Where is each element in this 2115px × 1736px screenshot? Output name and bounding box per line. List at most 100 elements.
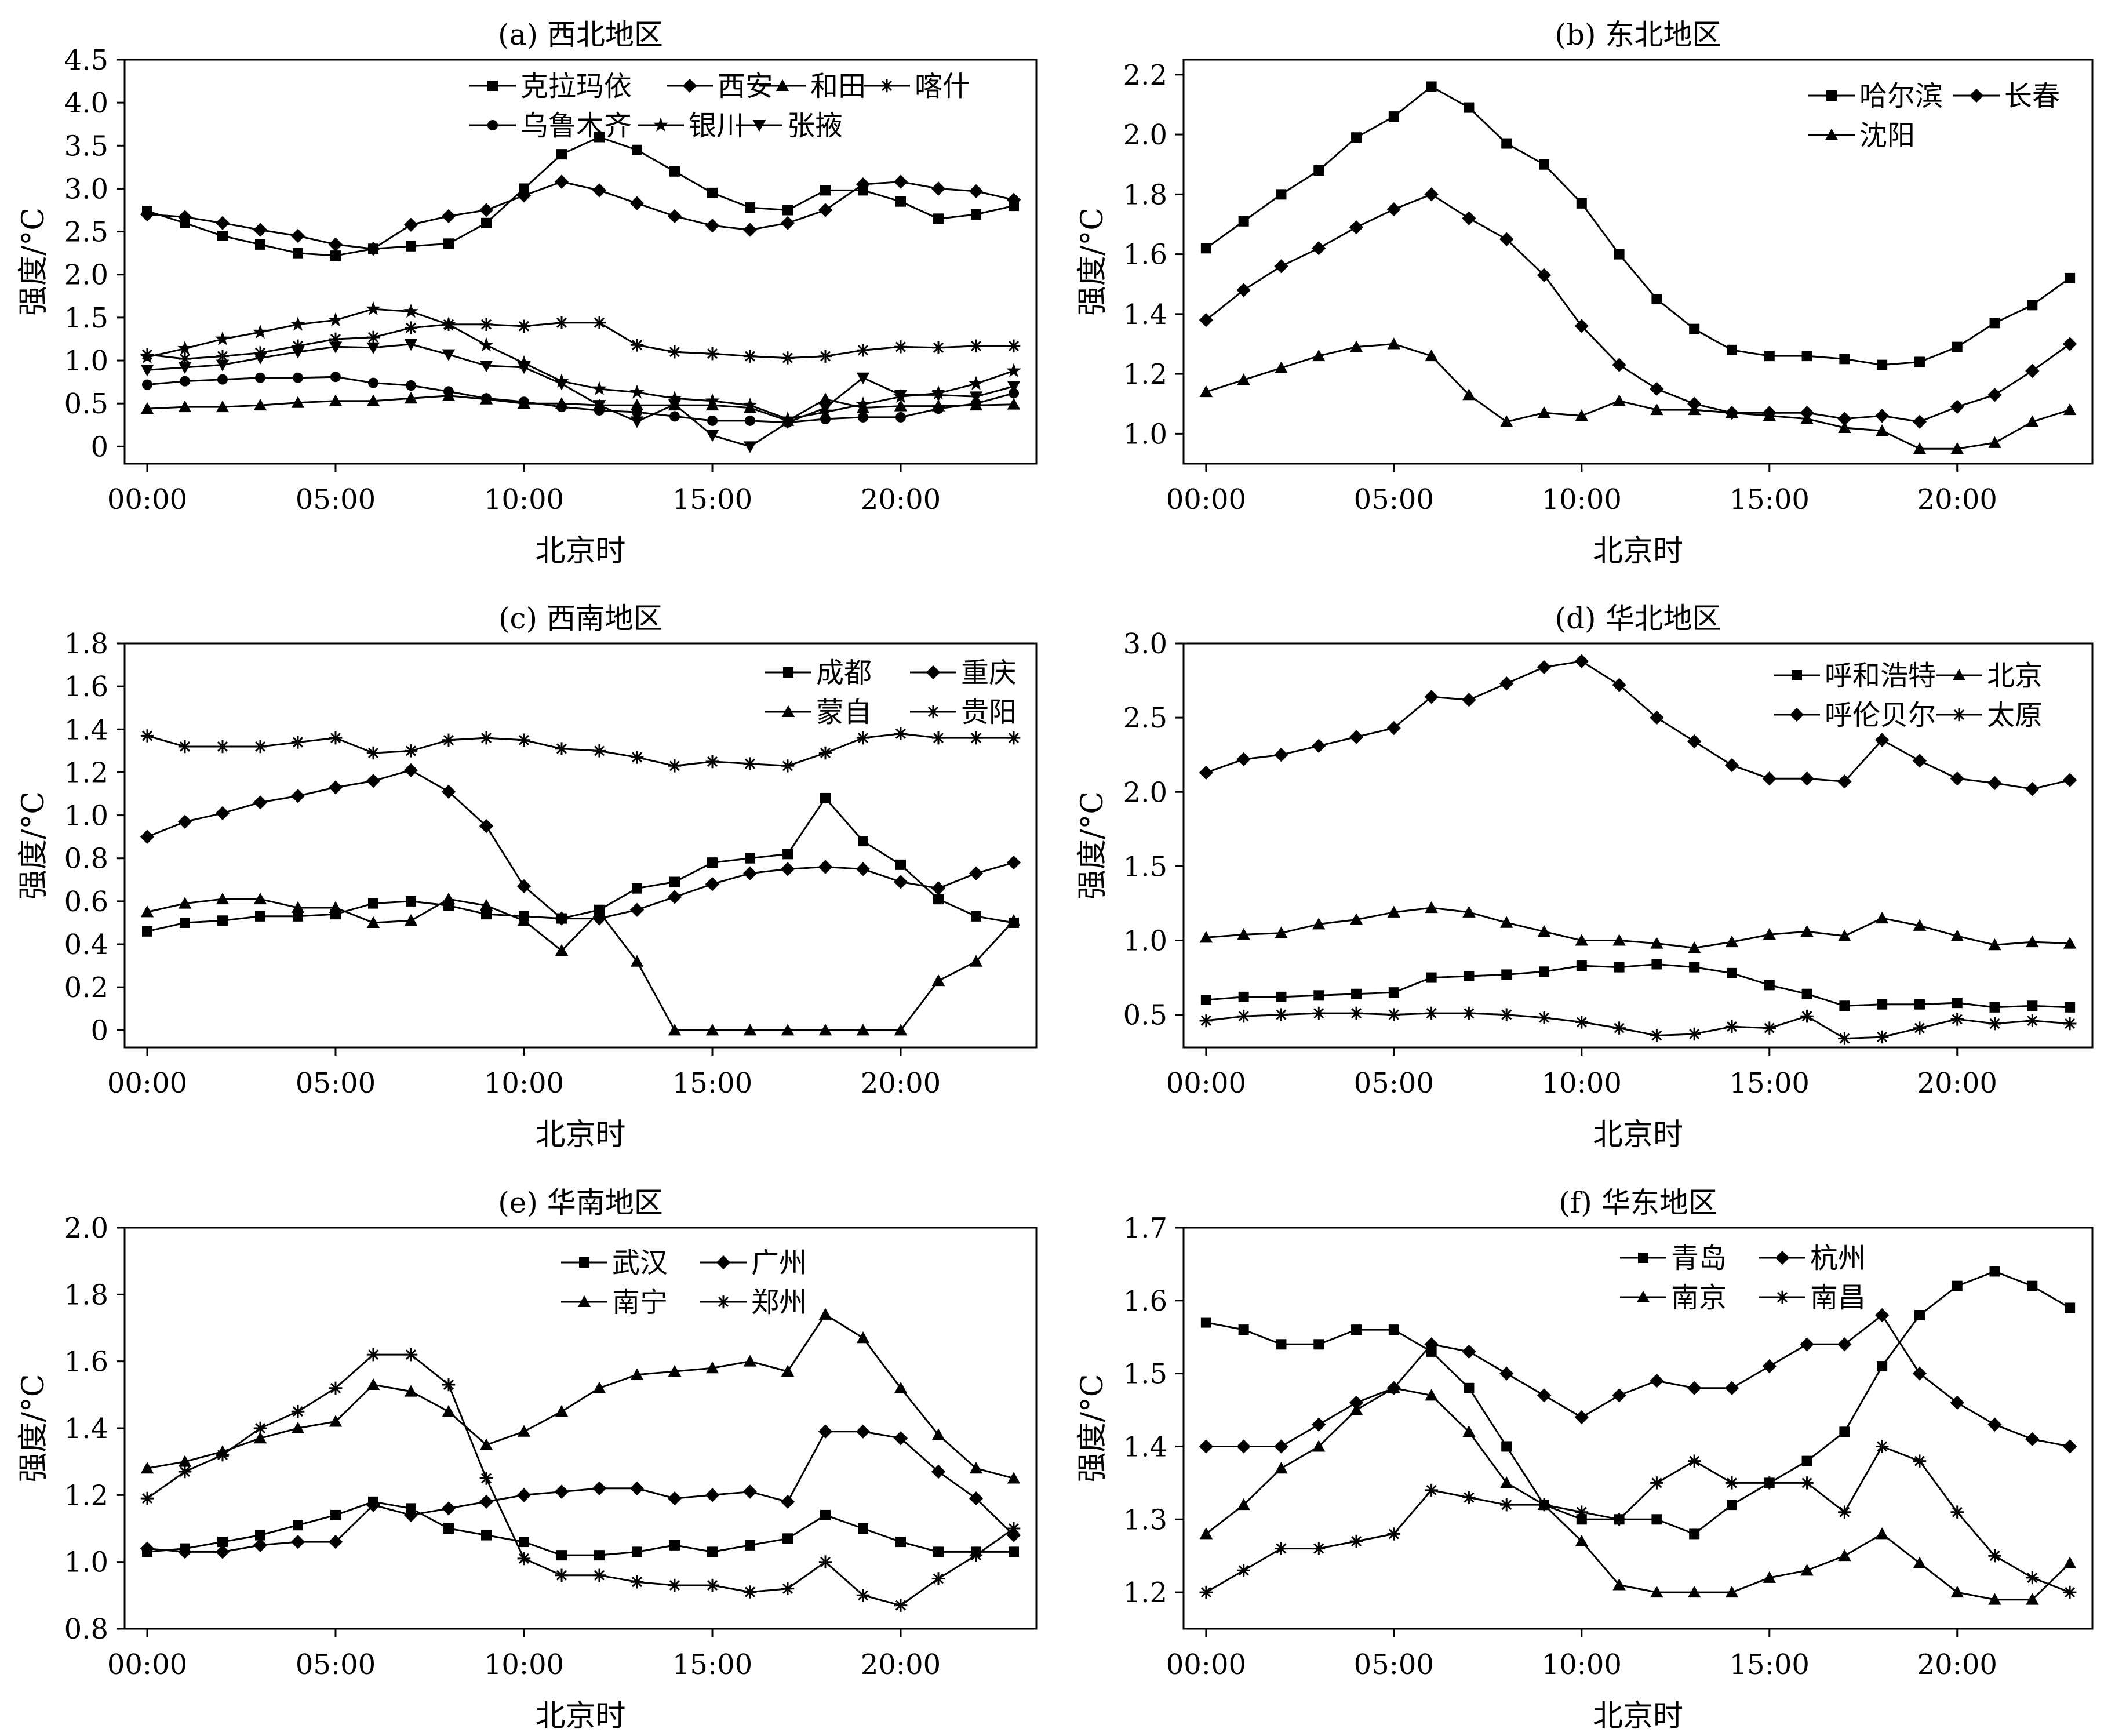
plot-frame [123, 59, 1038, 465]
data-point [1425, 1006, 1438, 1020]
data-point [1839, 354, 1850, 365]
data-point [668, 1024, 682, 1036]
series-南昌 [1199, 1440, 2077, 1599]
series-北京 [1199, 901, 2077, 953]
data-point [592, 744, 606, 758]
data-point [1950, 1013, 1964, 1026]
data-point [178, 1455, 192, 1467]
data-point [253, 1432, 267, 1444]
data-point [291, 901, 305, 914]
legend-label: 太原 [1987, 699, 2043, 731]
y-tick-label: 1.2 [64, 756, 108, 789]
data-point [1650, 381, 1664, 396]
data-point [1988, 1017, 2001, 1031]
data-point [403, 304, 418, 318]
data-point [895, 196, 906, 207]
data-point [743, 757, 757, 770]
data-point [668, 345, 682, 359]
series-line [147, 1431, 1015, 1553]
data-point [1763, 1571, 1777, 1583]
data-point [1952, 341, 1963, 352]
data-point [1006, 856, 1021, 870]
data-point [216, 892, 230, 905]
data-point [894, 1381, 908, 1393]
data-point [140, 402, 154, 414]
data-point [2065, 1302, 2076, 1313]
data-point [1351, 988, 1362, 999]
data-point [519, 396, 529, 407]
y-tick-label: 2.0 [64, 259, 108, 292]
data-point [366, 242, 381, 256]
data-point [1501, 1441, 1512, 1452]
data-point [1349, 1006, 1363, 1020]
y-tick-label: 1.0 [1123, 418, 1167, 450]
data-point [781, 759, 795, 773]
data-point [291, 396, 305, 408]
data-point [1388, 987, 1399, 998]
x-axis-label: 北京时 [535, 1699, 625, 1734]
data-point [366, 1348, 380, 1362]
data-point [1464, 1382, 1475, 1393]
data-point [291, 347, 305, 359]
chart-title: (a) 西北地区 [498, 18, 663, 52]
data-point [781, 1364, 795, 1377]
data-point [1726, 967, 1737, 978]
data-point [1387, 905, 1401, 918]
legend-marker [1952, 668, 1966, 680]
data-point [2065, 1002, 2076, 1013]
x-tick-label: 10:00 [1542, 1067, 1622, 1100]
data-point [140, 1541, 155, 1556]
chart-panel-5: (e) 华南地区 0.8 1.0 1.2 1.4 1.6 1.8 2.0 00:00 05:00 1… [16, 1186, 1038, 1734]
series-line [147, 181, 1014, 250]
data-point [1575, 934, 1589, 946]
legend-item: 银川 [638, 110, 744, 142]
data-point [1724, 1381, 1739, 1395]
data-point [1312, 241, 1326, 256]
y-axis-label: 强度/°C [16, 208, 51, 316]
x-tick-label: 15:00 [1730, 483, 1810, 516]
data-point [1499, 415, 1513, 427]
y-tick-label: 1.6 [64, 671, 108, 703]
data-point [1875, 1030, 1889, 1044]
data-point [1988, 1593, 2001, 1605]
data-point [554, 911, 569, 926]
legend-item: 沈阳 [1808, 119, 1915, 152]
data-point [969, 376, 984, 390]
data-point [1838, 1032, 1851, 1045]
data-point [1913, 442, 1927, 454]
x-tick-label: 05:00 [296, 1648, 376, 1681]
data-point [781, 1582, 795, 1596]
x-tick-label: 00:00 [107, 483, 187, 516]
data-point [140, 207, 155, 222]
data-point [594, 1550, 605, 1561]
data-point [255, 911, 265, 922]
legend-label: 乌鲁木齐 [520, 110, 632, 142]
data-point [1838, 1505, 1851, 1519]
data-point [516, 1488, 532, 1502]
data-point [253, 324, 268, 339]
data-point [969, 866, 984, 880]
x-tick-label: 15:00 [1730, 1648, 1810, 1681]
data-point [820, 1509, 831, 1520]
data-point [140, 1461, 154, 1474]
data-point [215, 1545, 230, 1559]
legend-item: 西安 [667, 70, 773, 103]
data-point [1650, 937, 1663, 949]
data-point [2026, 935, 2039, 948]
data-point [1800, 1337, 1814, 1352]
y-tick-label: 1.5 [1123, 1358, 1167, 1391]
data-point [780, 862, 795, 876]
data-point [820, 185, 831, 196]
data-point [1499, 676, 1514, 691]
data-point [1687, 1381, 1702, 1395]
data-point [1200, 1317, 1211, 1328]
data-point [894, 399, 908, 412]
data-point [1912, 1366, 1927, 1381]
data-point [479, 337, 494, 352]
data-point [1762, 1359, 1777, 1374]
data-point [328, 1534, 343, 1549]
data-point [969, 391, 983, 403]
data-point [1913, 1556, 1927, 1568]
data-point [255, 372, 265, 383]
